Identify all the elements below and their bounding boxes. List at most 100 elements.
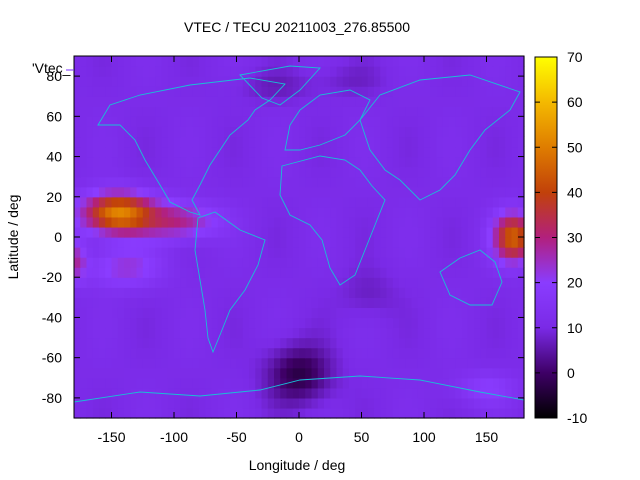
heatmap-cell xyxy=(274,186,281,198)
heatmap-cell xyxy=(355,277,363,288)
heatmap-cell xyxy=(174,86,181,97)
heatmap-cell xyxy=(336,327,344,339)
heatmap-cell xyxy=(517,387,525,399)
heatmap-cell xyxy=(417,387,425,399)
heatmap-cell xyxy=(155,327,163,339)
heatmap-cell xyxy=(299,146,306,158)
heatmap-cell xyxy=(149,186,156,198)
heatmap-cell xyxy=(161,206,169,218)
heatmap-cell xyxy=(167,86,175,97)
heatmap-cell xyxy=(105,257,113,268)
heatmap-cell xyxy=(80,186,88,198)
heatmap-cell xyxy=(286,407,294,419)
heatmap-cell xyxy=(386,377,394,389)
heatmap-cell xyxy=(342,387,350,399)
heatmap-cell xyxy=(86,397,94,409)
heatmap-cell xyxy=(324,367,331,379)
heatmap-cell xyxy=(274,146,281,158)
heatmap-cell xyxy=(255,196,263,208)
heatmap-cell xyxy=(167,106,175,117)
heatmap-cell xyxy=(505,76,513,87)
heatmap-cell xyxy=(355,206,363,218)
heatmap-cell xyxy=(192,216,200,228)
heatmap-cell xyxy=(274,377,281,389)
heatmap-cell xyxy=(117,76,125,87)
heatmap-cell xyxy=(474,106,481,117)
heatmap-cell xyxy=(505,387,513,399)
heatmap-cell xyxy=(117,297,125,308)
heatmap-cell xyxy=(161,407,169,419)
heatmap-cell xyxy=(99,216,106,228)
heatmap-cell xyxy=(249,116,256,127)
heatmap-cell xyxy=(211,407,219,419)
heatmap-cell xyxy=(461,206,469,218)
heatmap-cell xyxy=(342,257,350,268)
heatmap-cell xyxy=(330,377,338,389)
heatmap-cell xyxy=(224,166,231,178)
heatmap-cell xyxy=(305,377,313,389)
heatmap-cell xyxy=(186,146,194,158)
heatmap-cell xyxy=(374,226,381,238)
heatmap-cell xyxy=(474,126,481,138)
heatmap-cell xyxy=(436,257,444,268)
heatmap-cell xyxy=(186,126,194,138)
heatmap-cell xyxy=(92,297,100,308)
heatmap-cell xyxy=(499,367,506,379)
north-america-outline xyxy=(97,77,286,216)
heatmap-cell xyxy=(424,166,431,178)
heatmap-cell xyxy=(336,216,344,228)
heatmap-cell xyxy=(361,86,369,97)
heatmap-cell xyxy=(461,387,469,399)
heatmap-cell xyxy=(386,56,394,67)
heatmap-cell xyxy=(161,287,169,298)
heatmap-cell xyxy=(99,247,106,258)
heatmap-cell xyxy=(367,126,375,138)
heatmap-cell xyxy=(236,307,244,319)
heatmap-cell xyxy=(211,186,219,198)
heatmap-cell xyxy=(280,116,288,127)
heatmap-cell xyxy=(499,277,506,288)
heatmap-cell xyxy=(424,367,431,379)
heatmap-cell xyxy=(424,407,431,419)
colorbar-tick-label: 60 xyxy=(567,94,583,110)
heatmap-cell xyxy=(324,317,331,329)
heatmap-cell xyxy=(311,206,319,218)
heatmap-cell xyxy=(305,357,313,369)
heatmap-cell xyxy=(424,66,431,77)
heatmap-cell xyxy=(230,186,238,198)
heatmap-cell xyxy=(211,96,219,107)
heatmap-cell xyxy=(205,387,213,399)
heatmap-cell xyxy=(224,196,231,208)
heatmap-cell xyxy=(349,196,356,208)
heatmap-cell xyxy=(461,106,469,117)
heatmap-cell xyxy=(405,186,413,198)
heatmap-cell xyxy=(199,237,206,248)
heatmap-cell xyxy=(417,126,425,138)
heatmap-cell xyxy=(311,156,319,168)
heatmap-cell xyxy=(517,136,525,148)
heatmap-cell xyxy=(230,387,238,399)
heatmap-cell xyxy=(330,206,338,218)
heatmap-cell xyxy=(342,407,350,419)
heatmap-cell xyxy=(149,377,156,389)
heatmap-cell xyxy=(411,317,419,329)
heatmap-cell xyxy=(330,166,338,178)
heatmap-cell xyxy=(461,337,469,349)
heatmap-cell xyxy=(74,156,81,168)
heatmap-cell xyxy=(411,216,419,228)
heatmap-cell xyxy=(461,327,469,339)
heatmap-cell xyxy=(511,176,519,188)
heatmap-cell xyxy=(399,166,406,178)
heatmap-cell xyxy=(230,397,238,409)
heatmap-cell xyxy=(430,76,438,87)
heatmap-cell xyxy=(467,156,475,168)
heatmap-cell xyxy=(92,116,100,127)
heatmap-cell xyxy=(236,66,244,77)
heatmap-cell xyxy=(74,387,81,399)
heatmap-cell xyxy=(442,76,450,87)
heatmap-cell xyxy=(449,387,456,399)
heatmap-cell xyxy=(205,407,213,419)
heatmap-cell xyxy=(467,126,475,138)
heatmap-cell xyxy=(367,206,375,218)
heatmap-cell xyxy=(236,367,244,379)
